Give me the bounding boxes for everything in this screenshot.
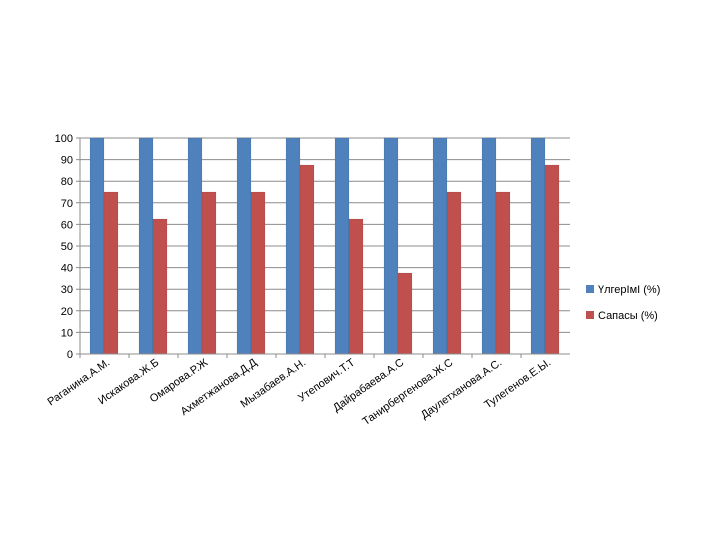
- x-category-label: Даулетханова.А.С.: [419, 357, 504, 422]
- bar-ulgerimi: [334, 137, 350, 355]
- y-tick-label: 50: [61, 241, 73, 253]
- bar-sapasy: [299, 164, 315, 355]
- bar-sapasy: [103, 191, 119, 355]
- y-tick-label: 70: [61, 198, 73, 210]
- bar-ulgerimi: [530, 137, 546, 355]
- bar-sapasy: [250, 191, 266, 355]
- bar-ulgerimi: [285, 137, 301, 355]
- bar-ulgerimi: [138, 137, 154, 355]
- y-tick-label: 80: [61, 176, 73, 188]
- y-tick-label: 40: [61, 263, 73, 275]
- bar-ulgerimi: [187, 137, 203, 355]
- bar-ulgerimi: [236, 137, 252, 355]
- bar-sapasy: [397, 272, 413, 355]
- legend-label: Сапасы (%): [598, 310, 658, 322]
- y-tick-label: 100: [55, 133, 73, 145]
- y-tick-label: 60: [61, 219, 73, 231]
- bar-ulgerimi: [383, 137, 399, 355]
- y-tick-label: 0: [67, 349, 73, 361]
- bar-ulgerimi: [89, 137, 105, 355]
- x-axis: [79, 138, 570, 358]
- bar-ulgerimi: [432, 137, 448, 355]
- y-tick-label: 90: [61, 155, 73, 167]
- bar-sapasy: [201, 191, 217, 355]
- bar-sapasy: [495, 191, 511, 355]
- bar-ulgerimi: [481, 137, 497, 355]
- legend-label: ҮлгерІмІ (%): [598, 284, 660, 296]
- y-tick-label: 20: [61, 306, 73, 318]
- y-axis-ticks: 0 10 20 30 40 50 60 70 80 90 100: [55, 133, 73, 361]
- y-tick-label: 30: [61, 284, 73, 296]
- y-tick-label: 10: [61, 327, 73, 339]
- x-axis-labels: Раганина.А.М.Искакова.Ж.БОмарова.Р.ЖАхме…: [45, 356, 553, 428]
- bar-sapasy: [544, 164, 560, 355]
- legend-swatch: [586, 311, 594, 319]
- x-category-label: Танирбергенова.Ж.С: [360, 357, 455, 428]
- bar-sapasy: [152, 218, 168, 355]
- legend-swatch: [586, 285, 594, 293]
- bar-sapasy: [446, 191, 462, 355]
- bar-sapasy: [348, 218, 364, 355]
- legend: ҮлгерІмІ (%) Сапасы (%): [586, 284, 660, 322]
